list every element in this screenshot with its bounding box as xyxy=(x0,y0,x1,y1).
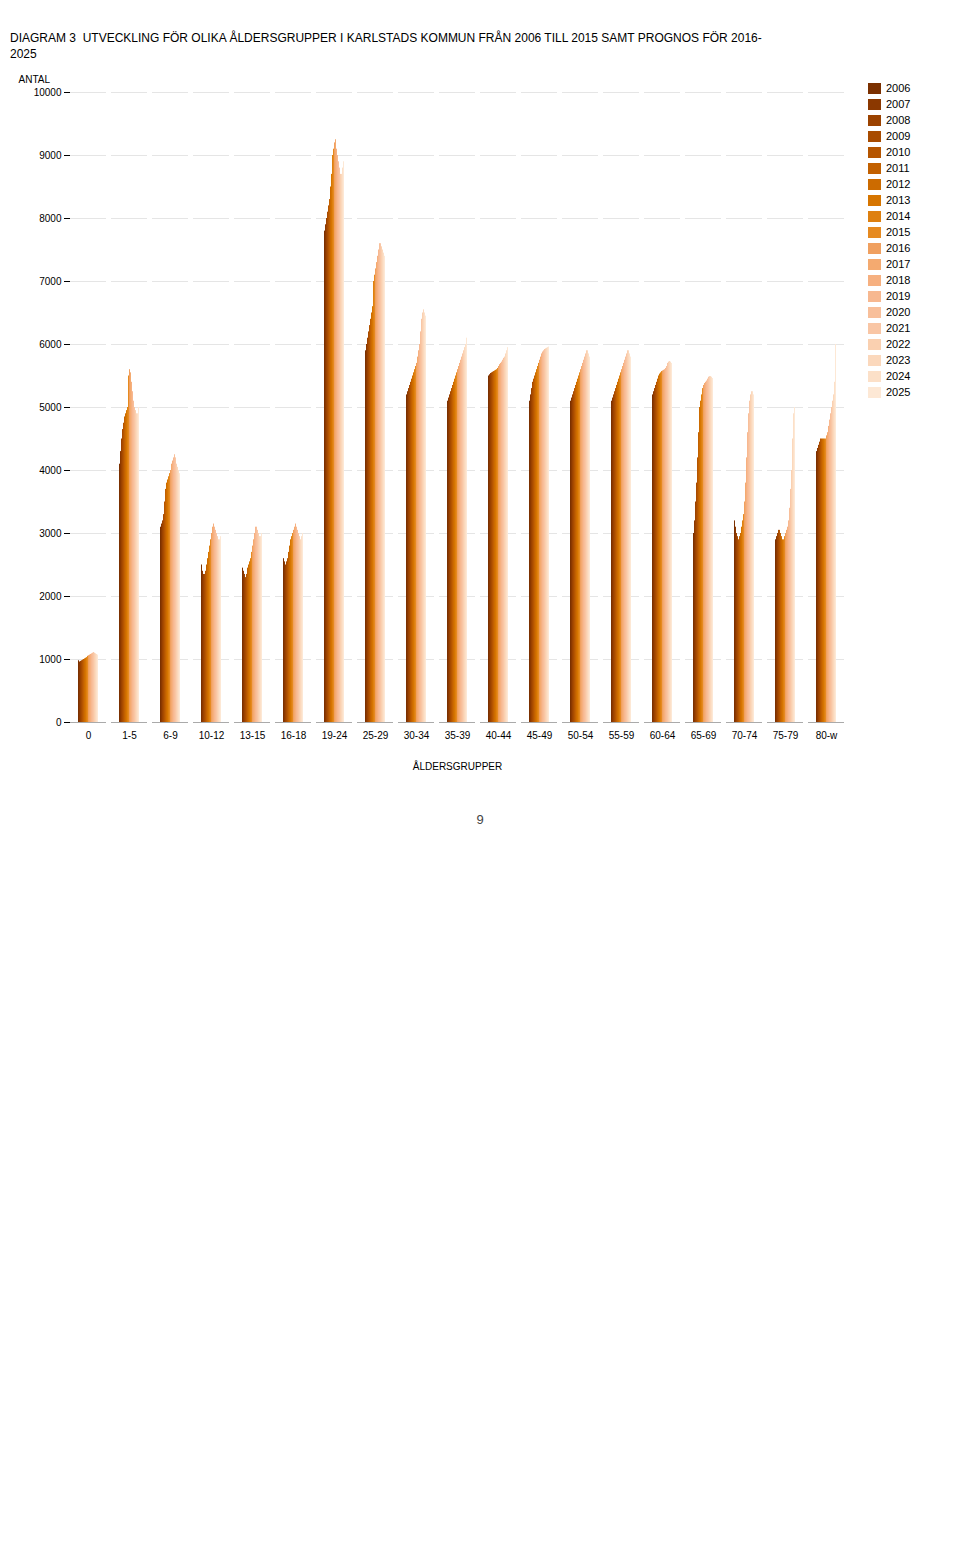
svg-text:7000: 7000 xyxy=(39,276,62,287)
svg-text:0: 0 xyxy=(56,717,62,728)
html-text:2018: 2018 xyxy=(886,274,911,287)
html-text:2013: 2013 xyxy=(886,194,911,207)
html-text:2006: 2006 xyxy=(886,82,911,95)
svg-text:45-49: 45-49 xyxy=(527,730,553,741)
html-text:2015: 2015 xyxy=(886,226,911,239)
html-text:2012: 2012 xyxy=(886,178,911,191)
html-text:2019: 2019 xyxy=(886,290,911,303)
svg-text:25-29: 25-29 xyxy=(363,730,389,741)
html-text:2025: 2025 xyxy=(10,47,37,62)
svg-text:65-69: 65-69 xyxy=(691,730,717,741)
svg-text:8000: 8000 xyxy=(39,213,62,224)
html-text:2009: 2009 xyxy=(886,130,911,143)
svg-text:10-12: 10-12 xyxy=(199,730,225,741)
html-text:2014: 2014 xyxy=(886,210,911,223)
svg-text:9000: 9000 xyxy=(39,150,62,161)
svg-text:ÅLDERSGRUPPER: ÅLDERSGRUPPER xyxy=(413,760,502,772)
svg-text:70-74: 70-74 xyxy=(732,730,758,741)
svg-text:50-54: 50-54 xyxy=(568,730,594,741)
html-text:2020: 2020 xyxy=(886,306,911,319)
svg-text:35-39: 35-39 xyxy=(445,730,471,741)
html-text:9: 9 xyxy=(476,812,484,828)
svg-text:ANTAL: ANTAL xyxy=(19,74,51,85)
html-text:2021: 2021 xyxy=(886,322,911,335)
svg-text:16-18: 16-18 xyxy=(281,730,307,741)
svg-text:1-5: 1-5 xyxy=(122,730,137,741)
html-text:2022: 2022 xyxy=(886,338,911,351)
html-text:2023: 2023 xyxy=(886,354,911,367)
svg-text:6-9: 6-9 xyxy=(163,730,178,741)
svg-text:10000: 10000 xyxy=(34,87,62,98)
html-text:2017: 2017 xyxy=(886,258,911,271)
html-text:2016: 2016 xyxy=(886,242,911,255)
svg-text:5000: 5000 xyxy=(39,402,62,413)
html-text:2008: 2008 xyxy=(886,114,911,127)
html-text:2025: 2025 xyxy=(886,386,911,399)
svg-text:40-44: 40-44 xyxy=(486,730,512,741)
svg-text:80-w: 80-w xyxy=(816,730,838,741)
html-text:DIAGRAM 3 UTVECKLING FÖR OLIKA: DIAGRAM 3 UTVECKLING FÖR OLIKA ÅLDERSGRU… xyxy=(10,31,762,45)
svg-text:75-79: 75-79 xyxy=(773,730,799,741)
html-text:2010: 2010 xyxy=(886,146,911,159)
svg-text:2000: 2000 xyxy=(39,591,62,602)
svg-text:6000: 6000 xyxy=(39,339,62,350)
html-text:2011: 2011 xyxy=(886,162,910,175)
svg-text:30-34: 30-34 xyxy=(404,730,430,741)
svg-text:0: 0 xyxy=(86,730,92,741)
svg-text:3000: 3000 xyxy=(39,528,62,539)
svg-text:55-59: 55-59 xyxy=(609,730,635,741)
svg-text:1000: 1000 xyxy=(39,654,62,665)
html-text:2024: 2024 xyxy=(886,370,911,383)
html-text:2007: 2007 xyxy=(886,98,911,111)
svg-text:4000: 4000 xyxy=(39,465,62,476)
svg-text:19-24: 19-24 xyxy=(322,730,348,741)
svg-text:60-64: 60-64 xyxy=(650,730,676,741)
svg-text:13-15: 13-15 xyxy=(240,730,266,741)
